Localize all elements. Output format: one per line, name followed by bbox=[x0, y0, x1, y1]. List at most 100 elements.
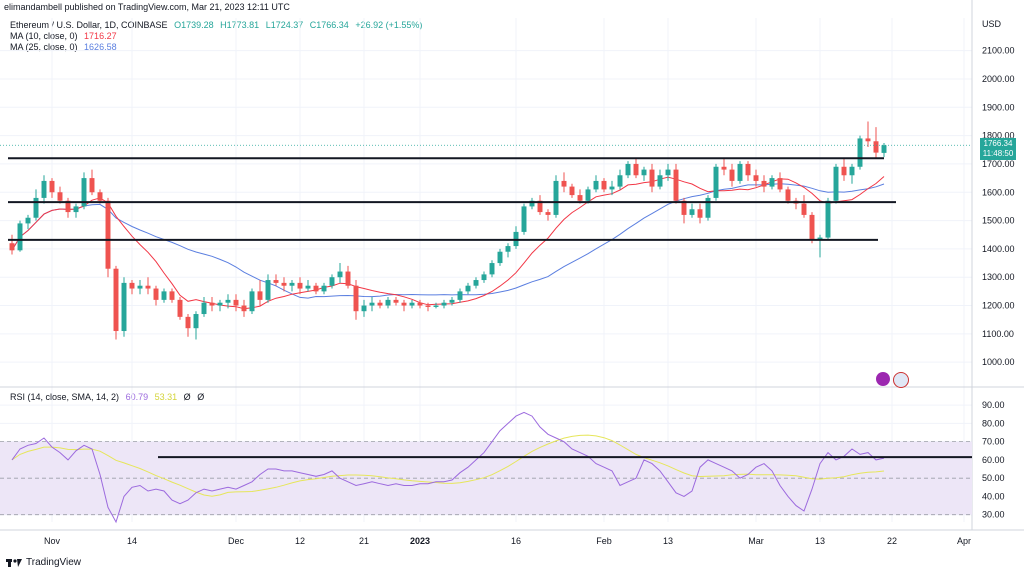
price-axis-tick: 1600.00 bbox=[982, 187, 1015, 197]
candle bbox=[193, 311, 199, 340]
price-axis-tick: 1300.00 bbox=[982, 272, 1015, 282]
candle bbox=[361, 299, 367, 317]
candle bbox=[465, 282, 471, 295]
price-axis-tick: 1000.00 bbox=[982, 357, 1015, 367]
candle-body bbox=[633, 163, 639, 176]
candle bbox=[505, 243, 511, 258]
candle-body bbox=[145, 285, 151, 289]
candle-body bbox=[385, 299, 391, 306]
candle bbox=[673, 163, 679, 204]
candle-body bbox=[801, 203, 807, 215]
candle bbox=[793, 197, 799, 210]
candle-body bbox=[857, 138, 863, 167]
candle bbox=[609, 180, 615, 196]
candle bbox=[297, 277, 303, 295]
candle bbox=[705, 195, 711, 221]
rsi-ma-value: 53.31 bbox=[154, 392, 178, 402]
candle-body bbox=[425, 305, 431, 307]
candle-body bbox=[369, 302, 375, 306]
candle bbox=[377, 299, 383, 309]
price-axis-tick: 1100.00 bbox=[982, 329, 1014, 339]
candle-body bbox=[41, 180, 47, 198]
rsi-legend[interactable]: RSI (14, close, SMA, 14, 2) 60.79 53.31 … bbox=[10, 392, 208, 402]
candle-body bbox=[673, 169, 679, 201]
ohlc-open: O1739.28 bbox=[174, 20, 214, 30]
candle-body bbox=[521, 206, 527, 232]
candle bbox=[777, 172, 783, 193]
candle-body bbox=[33, 197, 39, 218]
candle bbox=[273, 274, 279, 286]
candle bbox=[873, 127, 879, 159]
candle-body bbox=[233, 299, 239, 306]
candle-body bbox=[465, 285, 471, 292]
candle-body bbox=[121, 282, 127, 332]
time-axis-label: 16 bbox=[511, 536, 521, 546]
price-axis-currency: USD bbox=[982, 19, 1002, 29]
candle-body bbox=[321, 285, 327, 292]
candle-body bbox=[497, 251, 503, 264]
candle bbox=[593, 175, 599, 193]
candle bbox=[9, 234, 15, 255]
last-price: 1766.34 bbox=[983, 139, 1013, 148]
candle bbox=[513, 226, 519, 249]
candle-body bbox=[617, 175, 623, 187]
candle bbox=[321, 282, 327, 295]
candle bbox=[305, 280, 311, 292]
candle-body bbox=[433, 305, 439, 307]
ma10-legend[interactable]: MA (10, close, 0) 1716.27 bbox=[10, 31, 121, 41]
candle bbox=[801, 195, 807, 218]
candle bbox=[169, 288, 175, 303]
candle-body bbox=[569, 186, 575, 196]
us-flag-icon[interactable] bbox=[893, 372, 909, 388]
candle-body bbox=[201, 302, 207, 315]
candle-body bbox=[25, 217, 31, 224]
candle-body bbox=[593, 180, 599, 190]
candle-body bbox=[289, 282, 295, 286]
candle bbox=[417, 299, 423, 309]
tradingview-logo-icon bbox=[6, 558, 22, 567]
candle bbox=[865, 121, 871, 147]
candle bbox=[545, 209, 551, 221]
candle-body bbox=[697, 209, 703, 218]
candle bbox=[177, 297, 183, 320]
candle-body bbox=[873, 141, 879, 153]
candle bbox=[233, 294, 239, 312]
events-icon[interactable] bbox=[876, 372, 890, 386]
candle-body bbox=[49, 180, 55, 193]
rsi-ma-line bbox=[11, 434, 885, 497]
symbol-name[interactable]: Ethereum / U.S. Dollar, 1D, COINBASE bbox=[10, 20, 168, 30]
ma25-legend[interactable]: MA (25, close, 0) 1626.58 bbox=[10, 42, 121, 52]
candle bbox=[409, 299, 415, 309]
time-axis-label: Nov bbox=[44, 536, 61, 546]
candle bbox=[33, 189, 39, 221]
brand-name: TradingView bbox=[26, 557, 82, 568]
time-axis-label: 21 bbox=[359, 536, 369, 546]
ohlc-low: L1724.37 bbox=[265, 20, 304, 30]
candle-body bbox=[649, 169, 655, 187]
candle bbox=[881, 142, 887, 158]
time-axis-label: Mar bbox=[748, 536, 764, 546]
candle bbox=[833, 163, 839, 204]
candle bbox=[753, 169, 759, 187]
candle-body bbox=[225, 299, 231, 303]
rsi-axis-tick: 60.00 bbox=[982, 455, 1005, 465]
candle-body bbox=[457, 291, 463, 300]
candle-body bbox=[353, 285, 359, 312]
candle bbox=[385, 297, 391, 309]
ma10-label: MA (10, close, 0) bbox=[10, 31, 78, 41]
candle-body bbox=[73, 206, 79, 213]
candle-body bbox=[393, 299, 399, 303]
candle-body bbox=[681, 200, 687, 215]
candle bbox=[225, 294, 231, 309]
candle bbox=[785, 186, 791, 204]
candle-body bbox=[657, 175, 663, 187]
rsi-axis-tick: 90.00 bbox=[982, 400, 1005, 410]
candle-body bbox=[705, 197, 711, 218]
candle bbox=[817, 234, 823, 258]
candle bbox=[81, 172, 87, 210]
candle bbox=[65, 197, 71, 218]
footer-brand: TradingView bbox=[6, 557, 81, 568]
candle bbox=[585, 186, 591, 204]
candle-body bbox=[865, 138, 871, 142]
